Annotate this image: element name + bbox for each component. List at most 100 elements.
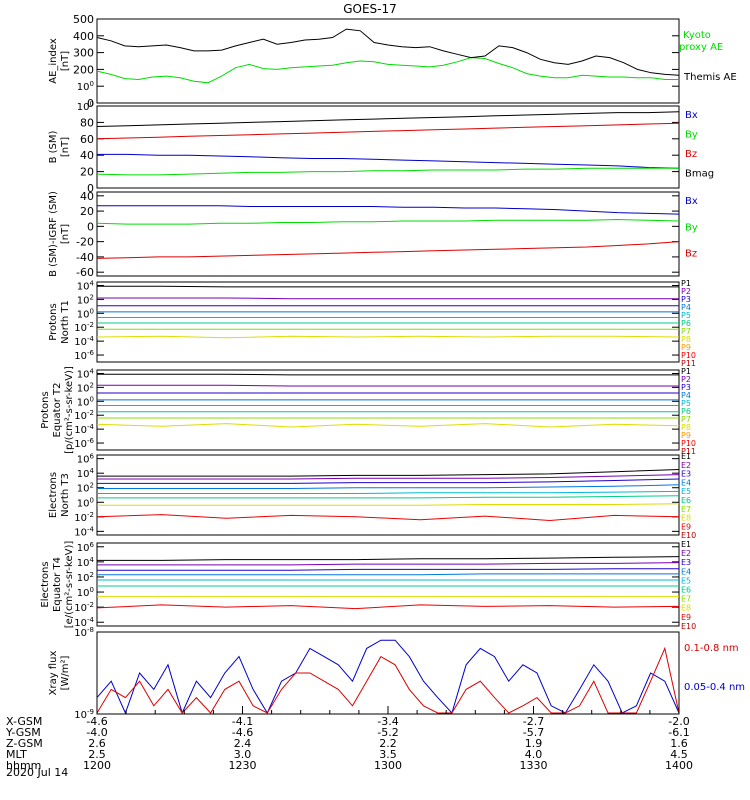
legend-label: P1	[681, 279, 691, 288]
legend-label: E7	[681, 505, 691, 514]
y-tick-label: 100	[77, 395, 94, 408]
series-e2	[97, 474, 680, 480]
y-tick-label: 0	[87, 182, 94, 195]
legend-label: P5	[681, 311, 691, 320]
y-tick-label: 0	[87, 97, 94, 110]
legend-label: P3	[681, 383, 691, 392]
y-tick-label: 102	[77, 293, 94, 306]
y-tick-label: 100	[77, 586, 94, 599]
series-bz	[96, 122, 680, 140]
series-e4	[97, 484, 680, 489]
y-tick-label: 100	[77, 80, 94, 93]
legend-label: Themis AE	[683, 72, 737, 83]
x-axis-value: 1200	[83, 759, 111, 772]
legend-label: P2	[681, 375, 691, 384]
y-tick-label: 100	[77, 307, 94, 320]
x-row-label: X-GSM	[6, 715, 42, 728]
x-axis-value: 1400	[665, 759, 693, 772]
y-axis-label: North T1	[60, 300, 71, 344]
legend-label: E3	[681, 470, 691, 479]
y-tick-label: 500	[73, 13, 94, 26]
y-axis-label: Xray flux	[48, 651, 59, 696]
series-bmag	[96, 111, 680, 127]
series-p2	[97, 297, 679, 300]
series-e8	[96, 604, 680, 610]
legend-label: Bz	[685, 249, 697, 260]
x-axis-value: 2.5	[88, 748, 106, 761]
legend-label: P9	[681, 343, 691, 352]
legend-label: E1	[681, 540, 691, 549]
y-axis-label: Protons	[40, 391, 51, 428]
panel-frame	[96, 105, 680, 189]
y-tick-label: 10-6	[74, 437, 94, 450]
y-tick-label: 104	[77, 367, 95, 380]
y-tick-label: 10-9	[74, 708, 94, 721]
y-tick-label: 106	[77, 453, 95, 466]
legend-label: P4	[681, 391, 691, 400]
y-tick-label: 100	[77, 496, 94, 509]
y-tick-label: 40	[80, 149, 94, 162]
legend-label: E1	[681, 452, 691, 461]
x-axis-value: 2.4	[234, 737, 252, 750]
y-tick-label: 10-2	[74, 409, 94, 422]
legend-label: By	[685, 222, 698, 233]
x-axis-value: 1330	[520, 759, 548, 772]
y-axis-label: [e/(cm²-s-sr-keV)]	[64, 541, 75, 629]
legend-label: P6	[681, 319, 691, 328]
y-tick-label: 10-4	[74, 616, 94, 629]
x-row-label: Y-GSM	[5, 726, 41, 739]
y-tick-label: 10-4	[74, 335, 94, 348]
y-tick-label: 104	[77, 556, 95, 569]
legend-label: E8	[681, 514, 691, 523]
x-axis-value: -4.6	[86, 715, 107, 728]
series-by	[96, 218, 680, 225]
series-0-1-0-8-nm	[96, 646, 680, 714]
y-tick-label: 20	[80, 166, 94, 179]
y-axis-label: [nT]	[60, 51, 71, 71]
series-themis-ae	[96, 28, 680, 76]
legend-label: P9	[681, 431, 691, 440]
legend-label: Kyoto	[683, 30, 711, 41]
legend-label: E7	[681, 595, 691, 604]
series-kyoto-proxy-ae	[96, 57, 679, 84]
y-axis-label: Electrons	[48, 472, 59, 518]
y-axis-label: Equator T4	[52, 557, 63, 612]
y-axis-label: [nT]	[60, 137, 71, 157]
x-axis-value: 4.5	[670, 748, 688, 761]
x-row-label: Z-GSM	[6, 737, 43, 750]
y-tick-label: 102	[77, 571, 94, 584]
x-axis-value: -4.6	[232, 726, 253, 739]
x-axis-value: 4.0	[525, 748, 543, 761]
legend-label: proxy AE	[679, 42, 723, 53]
legend-label: E4	[681, 567, 691, 576]
legend-label: E5	[681, 487, 691, 496]
x-axis-value: 3.0	[234, 748, 252, 761]
x-axis-value: 1300	[374, 759, 402, 772]
x-axis-value: -6.1	[668, 726, 689, 739]
legend-label: E4	[681, 478, 691, 487]
plot-title: GOES-17	[343, 2, 397, 16]
y-tick-label: 400	[73, 30, 94, 43]
legend-label: P5	[681, 399, 691, 408]
legend-label: P6	[681, 407, 691, 416]
series-bz	[96, 241, 680, 259]
y-tick-label: 200	[73, 63, 94, 76]
legend-label: Bz	[685, 149, 697, 160]
y-tick-label: 10-2	[74, 321, 94, 334]
panel-bsm: 0 20 40 60 80 100 B (SM) [nT] Bx By Bz Bmag	[48, 100, 714, 195]
legend-label: E9	[681, 522, 691, 531]
legend-label: P10	[681, 439, 696, 448]
legend-label: E5	[681, 576, 691, 585]
legend-label: E3	[681, 558, 691, 567]
legend-label: E2	[681, 549, 691, 558]
y-axis-label: Equator T2	[52, 383, 63, 438]
x-row-label: MLT	[6, 748, 27, 761]
series-bx	[97, 153, 680, 169]
y-tick-label: 106	[77, 541, 95, 554]
panel-frame	[96, 191, 680, 277]
legend-label: Bmag	[685, 169, 714, 180]
